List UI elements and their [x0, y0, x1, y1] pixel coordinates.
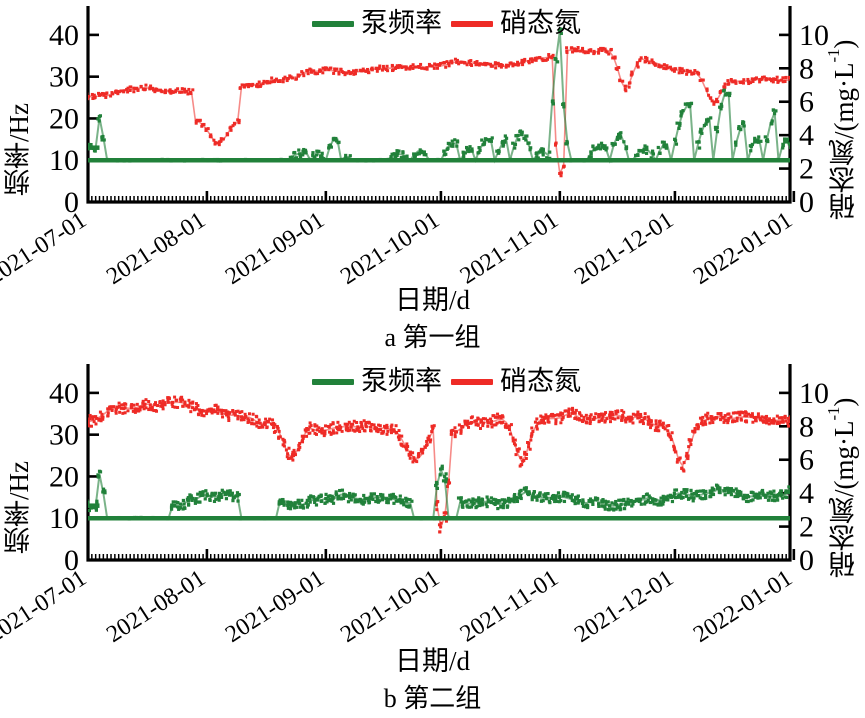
- legend-swatch-pump-a: [312, 20, 354, 27]
- x-major-ticks-a: [86, 191, 796, 202]
- y-axis-right-text-b: 硝态氮/(mg·L: [829, 420, 859, 578]
- x-tick-label-a-3: 2021-10-01: [336, 207, 444, 290]
- x-major-ticks-b: [86, 549, 796, 560]
- x-tick-label-a-6: 2022-01-01: [689, 207, 797, 290]
- y-right-tick-label-a: 2: [799, 153, 814, 186]
- legend-item-nitrate-a: 硝态氮: [451, 10, 581, 37]
- legend-label-pump-a: 泵频率: [361, 8, 442, 38]
- y-axis-label-right-a: 硝态氮/(mg·L-1): [824, 10, 859, 220]
- legend-item-nitrate-b: 硝态氮: [451, 368, 581, 395]
- y-left-tick-label-b: 30: [49, 419, 79, 452]
- legend-swatch-pump-b: [312, 378, 354, 385]
- chart-panel-a: 0 10 20 30 40 0 2 4 6 8 10 2021-07-01 2021-08-01 2021…: [0, 6, 859, 352]
- x-tick-label-b-5: 2021-12-01: [570, 565, 678, 648]
- y-right-tick-label-a: 8: [799, 52, 814, 85]
- x-tick-label-b-1: 2021-08-01: [102, 565, 210, 648]
- y-left-tick-label-a: 40: [49, 19, 79, 52]
- y-left-tick-label-a: 30: [49, 61, 79, 94]
- y-left-tick-label-b: 40: [49, 377, 79, 410]
- x-tick-label-b-3: 2021-10-01: [336, 565, 444, 648]
- y-right-tick-label-b: 8: [799, 410, 814, 443]
- x-minor-ticks-a: [91, 196, 791, 202]
- series-group-b: [88, 395, 790, 534]
- series-markers-nitrate-b: [88, 395, 790, 534]
- y-axis-right-text-a: 硝态氮/(mg·L: [829, 62, 859, 220]
- axis-spines-b: [86, 364, 792, 562]
- y-right-tick-label-a: 10: [799, 19, 829, 52]
- x-axis-label-b: 日期/d: [394, 646, 470, 676]
- y-right-tick-label-b: 4: [799, 477, 814, 510]
- legend-item-pump-b: 泵频率: [312, 368, 442, 395]
- x-tick-label-b-0: 2021-07-01: [0, 565, 91, 648]
- legend-label-pump-b: 泵频率: [361, 366, 442, 396]
- x-axis-label-a: 日期/d: [394, 285, 470, 315]
- panel-caption-b: b 第二组: [383, 684, 482, 713]
- legend-swatch-nitrate-b: [451, 378, 493, 385]
- x-tick-label-b-4: 2021-11-01: [456, 565, 563, 647]
- chart-panel-b: 0 10 20 30 40 0 2 4 6 8 10 2021-07-01 2021-08-01 2021…: [0, 358, 865, 718]
- y-right-tick-label-b: 2: [799, 511, 814, 544]
- legend-a: 泵频率 硝态氮: [312, 10, 581, 37]
- y-axis-right-paren-b: ): [829, 397, 859, 407]
- x-tick-label-a-4: 2021-11-01: [456, 207, 563, 289]
- axes-frame-a: [86, 6, 792, 204]
- x-tick-label-a-0: 2021-07-01: [0, 207, 91, 290]
- y-left-ticks-b: 0 10 20 30 40: [49, 377, 99, 577]
- y-right-tick-label-a: 4: [799, 119, 814, 152]
- axis-spines-a: [86, 6, 792, 204]
- y-axis-label-left-a: 频率/Hz: [4, 103, 34, 196]
- x-tick-label-b-2: 2021-09-01: [221, 565, 329, 648]
- x-tick-labels-b: 2021-07-01 2021-08-01 2021-09-01 2021-10-01…: [0, 565, 797, 648]
- y-left-ticks-a: 0 10 20 30 40: [49, 19, 99, 219]
- legend-label-nitrate-a: 硝态氮: [500, 8, 581, 38]
- y-left-tick-label-b: 10: [49, 502, 79, 535]
- y-axis-label-left-b: 频率/Hz: [4, 461, 34, 554]
- x-tick-labels-a: 2021-07-01 2021-08-01 2021-09-01 2021-10-01…: [0, 207, 797, 290]
- legend-swatch-nitrate-a: [451, 20, 493, 27]
- y-axis-right-exponent-a: -1: [824, 48, 843, 63]
- y-left-tick-label-b: 20: [49, 460, 79, 493]
- legend-item-pump-a: 泵频率: [312, 10, 442, 37]
- y-right-tick-label-b: 10: [799, 377, 829, 410]
- y-right-tick-label-b: 0: [799, 544, 814, 577]
- legend-b: 泵频率 硝态氮: [312, 368, 581, 395]
- series-line-nitrate-b: [88, 401, 790, 530]
- legend-label-nitrate-b: 硝态氮: [500, 366, 581, 396]
- y-left-tick-label-b: 0: [64, 544, 79, 577]
- y-left-tick-label-a: 20: [49, 102, 79, 135]
- x-tick-label-a-2: 2021-09-01: [221, 207, 329, 290]
- x-minor-ticks-b: [91, 554, 791, 560]
- series-markers-nitrate-a: [88, 46, 790, 178]
- y-axis-label-right-b: 硝态氮/(mg·L-1): [824, 368, 859, 578]
- y-left-tick-label-a: 0: [64, 186, 79, 219]
- y-right-tick-label-b: 6: [799, 444, 814, 477]
- x-tick-label-a-5: 2021-12-01: [570, 207, 678, 290]
- axes-frame-b: [86, 364, 792, 562]
- panel-caption-a: a 第一组: [384, 323, 481, 352]
- y-axis-right-paren-a: ): [829, 39, 859, 49]
- series-line-pump-a: [88, 30, 790, 164]
- y-left-tick-label-a: 10: [49, 144, 79, 177]
- x-tick-label-b-6: 2022-01-01: [689, 565, 797, 648]
- series-group-a: [88, 27, 790, 178]
- y-right-tick-label-a: 0: [799, 186, 814, 219]
- y-axis-right-exponent-b: -1: [824, 406, 843, 421]
- y-right-tick-label-a: 6: [799, 86, 814, 119]
- x-tick-label-a-1: 2021-08-01: [102, 207, 210, 290]
